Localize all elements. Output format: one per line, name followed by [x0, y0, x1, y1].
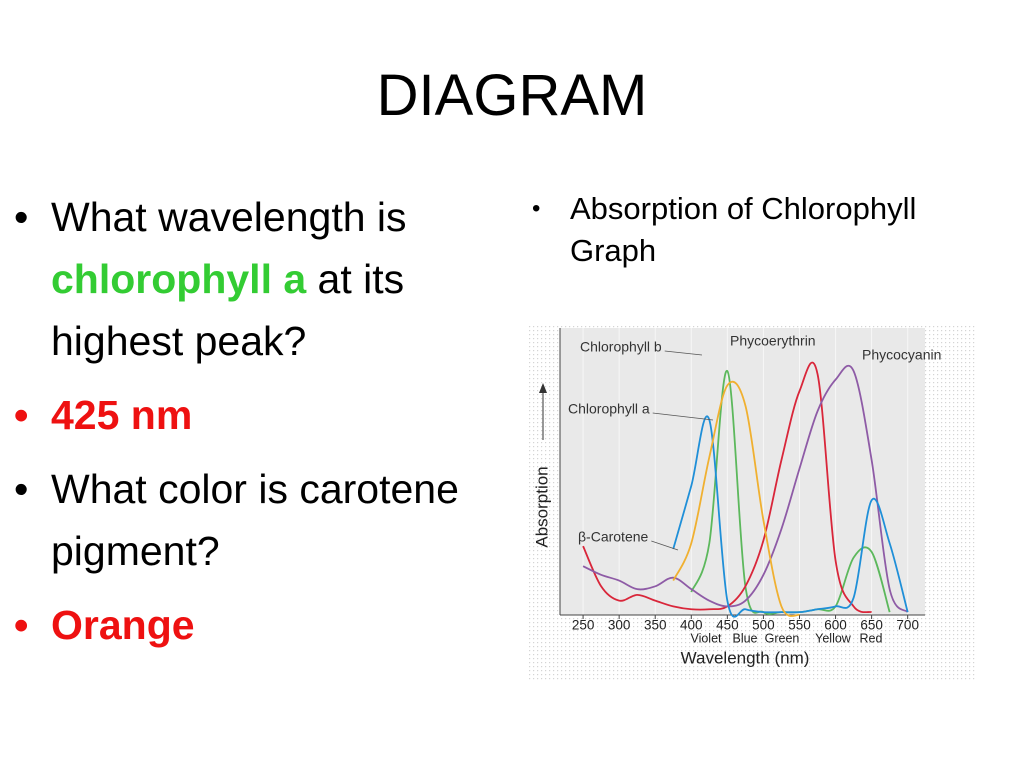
series-line: [582, 364, 909, 613]
bullet: What color is carotene pigment?: [14, 458, 504, 582]
text: at its highest peak?: [51, 256, 405, 364]
color-band-label: Yellow: [815, 631, 852, 645]
arrow-head: [539, 383, 547, 393]
series-label: Phycoerythrin: [730, 333, 816, 349]
y-axis-label: Absorption: [532, 466, 551, 547]
series-line: [582, 361, 872, 614]
x-tick-label: 300: [608, 618, 631, 633]
answer: 425 nm: [51, 392, 193, 438]
series-label: Chlorophyll a: [568, 401, 650, 417]
x-tick-label: 500: [752, 618, 775, 633]
color-band-label: Violet: [690, 631, 722, 645]
x-tick-label: 650: [860, 618, 883, 633]
right-bullets: Absorption of Chlorophyll Graph: [532, 188, 932, 272]
series-line: [672, 380, 800, 617]
x-tick-label: 250: [572, 618, 595, 633]
series-label: β-Carotene: [578, 529, 649, 545]
color-band-label: Red: [860, 631, 883, 645]
x-tick-label: 550: [788, 618, 811, 633]
bullet: What wavelength is chlorophyll a at its …: [14, 186, 504, 372]
x-tick-label: 700: [896, 618, 919, 633]
series-label: Chlorophyll b: [580, 339, 662, 355]
x-tick-label: 450: [716, 618, 739, 633]
x-tick-label: 350: [644, 618, 667, 633]
series-label: Phycocyanin: [862, 347, 941, 363]
label-leader: [664, 350, 703, 356]
answer: Orange: [51, 602, 195, 648]
x-axis-label: Wavelength (nm): [681, 648, 810, 667]
chart: 250 300 350 400 450 500 550 600 650 700 Violet Blue…: [528, 325, 975, 680]
x-tick-label: 600: [824, 618, 847, 633]
label-leader: [652, 412, 714, 421]
text: What color is carotene pigment?: [51, 466, 459, 574]
color-band-label: Blue: [732, 631, 757, 645]
x-tick-label: 400: [680, 618, 703, 633]
text: What wavelength is: [51, 194, 407, 240]
label-leader: [651, 540, 679, 551]
plot-area: [560, 328, 925, 615]
color-band-label: Green: [765, 631, 800, 645]
bullet: 425 nm: [14, 384, 504, 446]
bullet: Absorption of Chlorophyll Graph: [532, 188, 932, 272]
highlight: chlorophyll a: [51, 256, 307, 302]
bullet: Orange: [14, 594, 504, 656]
left-bullets: What wavelength is chlorophyll a at its …: [14, 186, 504, 668]
slide-title: DIAGRAM: [376, 63, 648, 128]
